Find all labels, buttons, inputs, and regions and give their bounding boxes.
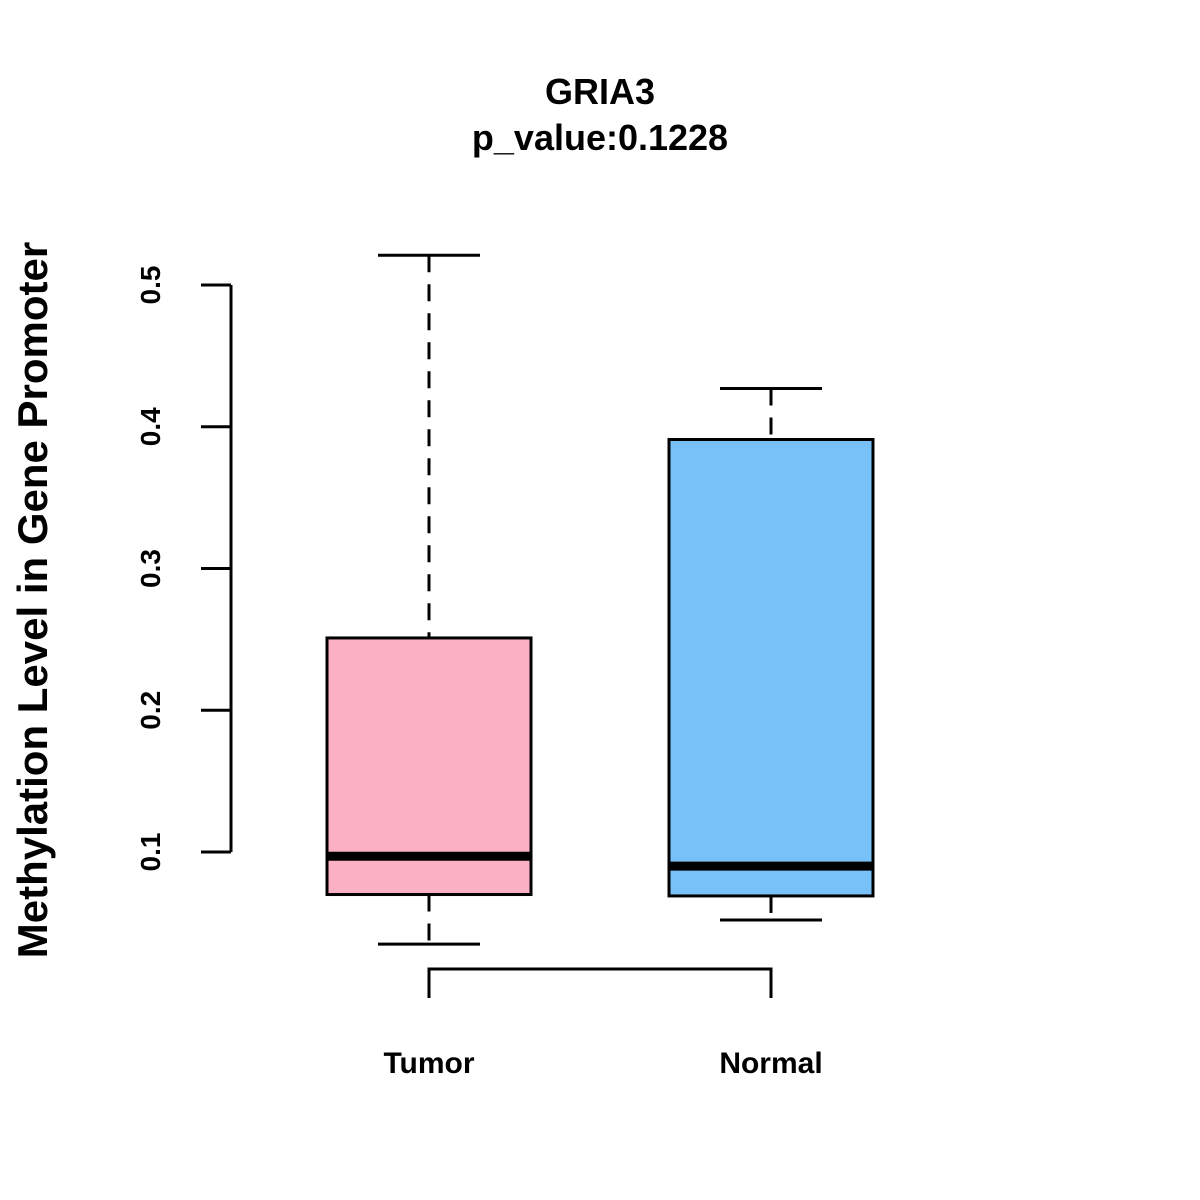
x-category-label: Normal (719, 1047, 822, 1080)
y-tick-label: 0.3 (135, 549, 166, 588)
box-normal (667, 386, 875, 922)
y-axis-label: Methylation Level in Gene Promoter (9, 242, 56, 958)
chart-title: GRIA3 (545, 71, 655, 112)
y-tick-label: 0.4 (135, 407, 166, 446)
boxes (325, 253, 875, 946)
y-tick-label: 0.5 (135, 266, 166, 305)
box-tumor (325, 253, 533, 946)
y-axis: 0.1 0.2 0.3 0.4 0.5 (135, 266, 233, 872)
bracket-line (427, 967, 773, 998)
y-tick-label: 0.2 (135, 691, 166, 730)
y-tick-label: 0.1 (135, 833, 166, 872)
chart-subtitle: p_value:0.1228 (472, 117, 728, 158)
x-category-label: Tumor (383, 1047, 474, 1080)
iqr-box (667, 438, 875, 898)
x-axis-categories: Tumor Normal (383, 1047, 822, 1080)
comparison-bracket (427, 967, 773, 998)
